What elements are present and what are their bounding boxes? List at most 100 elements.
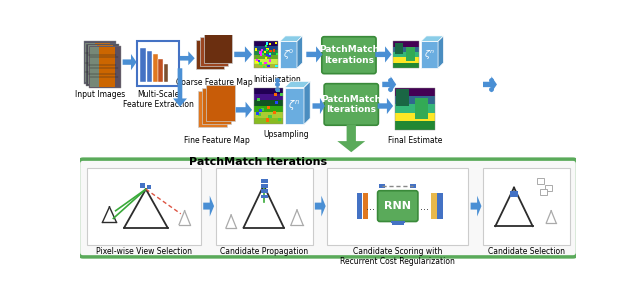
Text: PatchMatch Iterations: PatchMatch Iterations: [189, 157, 327, 167]
Polygon shape: [337, 125, 365, 152]
Bar: [260, 54, 262, 56]
Polygon shape: [297, 36, 303, 68]
Text: Pixel-wise View Selection: Pixel-wise View Selection: [96, 247, 192, 256]
Bar: [256, 112, 259, 115]
Bar: [97, 45, 113, 84]
Bar: [88, 46, 121, 88]
Bar: [153, 54, 157, 82]
Polygon shape: [280, 36, 303, 41]
Bar: [196, 40, 224, 69]
Bar: [253, 106, 283, 112]
Text: PatchMatch
Iterations: PatchMatch Iterations: [319, 45, 379, 65]
Bar: [395, 113, 435, 121]
Bar: [164, 64, 168, 82]
Bar: [269, 53, 271, 55]
FancyBboxPatch shape: [322, 37, 376, 74]
Bar: [268, 55, 271, 57]
Bar: [276, 52, 278, 55]
Bar: [393, 52, 419, 57]
Text: PatchMatch
Iterations: PatchMatch Iterations: [321, 95, 381, 114]
Bar: [264, 62, 266, 64]
Bar: [510, 191, 518, 197]
Bar: [280, 41, 297, 68]
Text: Candidate Scoring with
Recurrent Cost Regularization: Candidate Scoring with Recurrent Cost Re…: [340, 247, 455, 266]
Bar: [395, 88, 435, 130]
Bar: [395, 121, 435, 130]
Bar: [393, 63, 419, 68]
Bar: [356, 193, 362, 219]
Bar: [269, 50, 271, 52]
Bar: [264, 51, 266, 53]
Bar: [253, 41, 278, 46]
Bar: [88, 45, 97, 84]
Bar: [437, 193, 443, 219]
Bar: [280, 93, 283, 96]
FancyBboxPatch shape: [378, 191, 418, 222]
Text: Coarse Feature Map: Coarse Feature Map: [176, 78, 252, 86]
Polygon shape: [315, 196, 326, 217]
Bar: [253, 41, 278, 68]
Bar: [263, 66, 266, 68]
Bar: [261, 108, 264, 111]
Text: RNN: RNN: [384, 201, 412, 211]
Bar: [253, 94, 283, 100]
Bar: [266, 42, 268, 45]
Bar: [363, 193, 368, 219]
Bar: [253, 50, 278, 55]
Text: ...: ...: [420, 202, 429, 212]
Bar: [393, 41, 419, 47]
Bar: [393, 47, 419, 52]
Polygon shape: [470, 196, 481, 217]
Bar: [257, 98, 260, 101]
Bar: [278, 118, 281, 121]
Bar: [95, 43, 110, 82]
Text: Upsampling: Upsampling: [263, 130, 309, 139]
Bar: [379, 184, 385, 188]
Bar: [253, 88, 283, 94]
Bar: [253, 55, 278, 59]
Bar: [261, 49, 263, 51]
Bar: [545, 185, 552, 191]
Bar: [396, 89, 410, 106]
Bar: [253, 64, 278, 68]
Bar: [99, 47, 115, 87]
FancyBboxPatch shape: [216, 168, 312, 245]
Bar: [90, 47, 99, 87]
Bar: [268, 106, 271, 109]
FancyBboxPatch shape: [87, 168, 201, 245]
Bar: [415, 98, 428, 119]
Bar: [273, 111, 276, 114]
Bar: [147, 185, 151, 189]
Bar: [393, 41, 419, 68]
Text: Initialization: Initialization: [253, 75, 301, 84]
Bar: [275, 64, 278, 67]
Bar: [260, 195, 268, 198]
Bar: [274, 93, 277, 96]
Bar: [266, 54, 268, 56]
Text: Multi-Scale
Feature Extraction: Multi-Scale Feature Extraction: [123, 90, 194, 109]
Polygon shape: [483, 76, 497, 93]
Text: ...: ...: [366, 202, 375, 212]
Bar: [259, 109, 262, 112]
Bar: [158, 59, 163, 82]
Text: $\zeta^n$: $\zeta^n$: [288, 99, 300, 113]
Bar: [266, 64, 268, 66]
FancyBboxPatch shape: [79, 159, 577, 257]
Bar: [393, 57, 419, 63]
Bar: [285, 88, 304, 125]
Bar: [268, 65, 269, 67]
Bar: [258, 113, 260, 116]
Bar: [200, 37, 228, 66]
Bar: [260, 189, 268, 193]
Bar: [260, 52, 262, 54]
Bar: [392, 222, 404, 224]
Text: Fine Feature Map: Fine Feature Map: [184, 136, 249, 145]
Bar: [275, 42, 277, 44]
Polygon shape: [204, 196, 214, 217]
Bar: [259, 51, 262, 54]
Bar: [395, 43, 403, 54]
Bar: [395, 96, 435, 105]
Bar: [266, 48, 269, 50]
Bar: [264, 45, 267, 47]
Bar: [395, 105, 435, 113]
